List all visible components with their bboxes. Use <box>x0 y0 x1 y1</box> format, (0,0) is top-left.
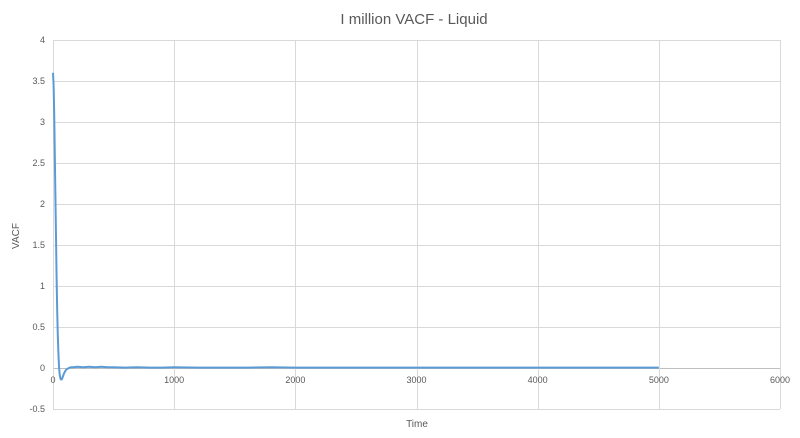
x-tick-labels: 0 1000 2000 3000 4000 5000 6000 <box>50 375 790 385</box>
series-line <box>52 72 659 381</box>
y-tick-labels: -0.5 0 0.5 1 1.5 2 2.5 3 3.5 4 <box>29 35 45 414</box>
y-tick-label: 2.5 <box>32 158 45 168</box>
x-axis-label: Time <box>406 419 428 430</box>
y-tick-label: -0.5 <box>29 404 45 414</box>
x-tick-label: 3000 <box>406 375 426 385</box>
y-tick-label: 1.5 <box>32 240 45 250</box>
y-tick-label: 3 <box>40 117 45 127</box>
chart-title: I million VACF - Liquid <box>340 11 487 28</box>
x-tick-label: 2000 <box>285 375 305 385</box>
y-tick-label: 3.5 <box>32 76 45 86</box>
y-tick-label: 4 <box>40 35 45 45</box>
y-tick-label: 1 <box>40 281 45 291</box>
x-tick-label: 6000 <box>770 375 790 385</box>
y-tick-label: 0.5 <box>32 322 45 332</box>
y-axis-label: VACF <box>11 223 22 249</box>
y-tick-label: 2 <box>40 199 45 209</box>
y-tick-label: 0 <box>40 363 45 373</box>
grid-layer <box>53 40 781 410</box>
x-tick-label: 4000 <box>528 375 548 385</box>
x-tick-label: 0 <box>50 375 55 385</box>
series-layer <box>52 72 659 381</box>
x-tick-label: 5000 <box>649 375 669 385</box>
x-tick-label: 1000 <box>164 375 184 385</box>
